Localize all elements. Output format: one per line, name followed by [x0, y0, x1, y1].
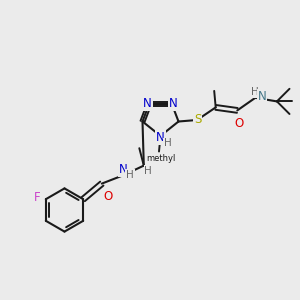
- Text: H: H: [144, 166, 152, 176]
- Text: methyl: methyl: [146, 154, 175, 163]
- Text: N: N: [156, 131, 165, 144]
- Text: N: N: [169, 97, 178, 110]
- Text: H: H: [126, 169, 134, 180]
- Text: H: H: [251, 87, 259, 97]
- Text: F: F: [34, 191, 41, 204]
- Text: N: N: [119, 163, 128, 176]
- Text: S: S: [194, 113, 201, 126]
- Text: O: O: [104, 190, 113, 203]
- Text: N: N: [257, 90, 266, 103]
- Text: N: N: [143, 97, 152, 110]
- Text: O: O: [234, 117, 243, 130]
- Text: H: H: [164, 138, 172, 148]
